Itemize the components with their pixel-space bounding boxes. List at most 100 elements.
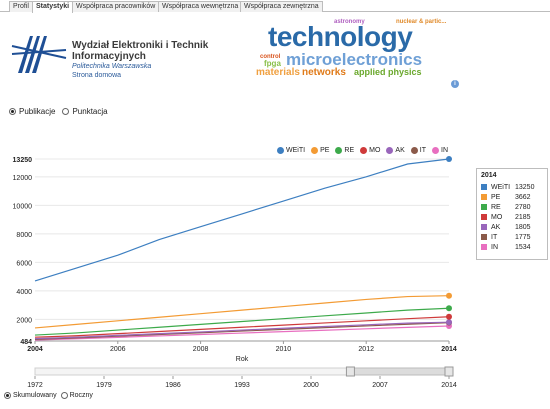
legend-series-value: 3662 xyxy=(515,193,531,201)
timeline-tick-label: 2000 xyxy=(303,382,319,389)
legend-row-re: RE 2780 xyxy=(481,202,543,212)
legend-item-ak[interactable]: AK xyxy=(386,147,405,154)
legend-series-value: 1534 xyxy=(515,243,531,251)
legend-marker xyxy=(360,147,368,154)
legend-swatch xyxy=(481,204,487,210)
tab-wspolpraca-zewnetrzna[interactable]: Współpraca zewnętrzna xyxy=(240,1,323,12)
y-tick-label: 12000 xyxy=(13,175,33,182)
series-line-pe xyxy=(34,295,450,329)
x-tick-label: 2004 xyxy=(27,346,43,353)
tag-astronomy[interactable]: astronomy xyxy=(334,19,365,25)
y-tick-label: 2000 xyxy=(16,317,32,324)
legend-swatch xyxy=(481,244,487,250)
university-name: Politechnika Warszawska xyxy=(72,63,152,70)
series-line-ak xyxy=(34,321,450,340)
legend-label: WEiTI xyxy=(286,147,306,154)
radio-punktacja[interactable] xyxy=(62,108,70,115)
legend-row-mo: MO 2185 xyxy=(481,212,543,222)
legend-item-pe[interactable]: PE xyxy=(311,147,329,154)
chart-legend-top: WEiTI PE RE MO AK IT IN xyxy=(277,147,448,154)
tag-nuclear[interactable]: nuclear & partic... xyxy=(396,19,447,25)
y-tick-label: 8000 xyxy=(16,232,32,239)
legend-label: PE xyxy=(320,147,330,154)
timeline-tick-label: 1972 xyxy=(27,382,43,389)
legend-marker xyxy=(311,147,319,154)
x-tick-label: 2010 xyxy=(276,346,292,353)
tag-materials[interactable]: materials xyxy=(256,67,300,78)
legend-marker xyxy=(410,147,418,154)
tag-technology[interactable]: technology xyxy=(268,21,413,52)
legend-series-name: WEiTI xyxy=(491,183,511,191)
timeline-tick-label: 1979 xyxy=(96,382,112,389)
legend-series-name: RE xyxy=(491,203,501,211)
y-tick-label: 484 xyxy=(20,339,32,346)
legend-item-mo[interactable]: MO xyxy=(360,147,380,154)
line-chart: 484 2000 4000 6000 8000 10000 12000 13250 2004 20… xyxy=(13,156,457,389)
legend-title: 2014 xyxy=(481,172,497,179)
tag-microelectronics[interactable]: microelectronics xyxy=(286,50,423,69)
info-icon[interactable]: i xyxy=(451,80,459,88)
legend-item-in[interactable]: IN xyxy=(432,147,448,154)
radio-publikacje[interactable] xyxy=(9,108,16,115)
series-point-re xyxy=(446,305,452,312)
tag-applied-physics[interactable]: applied physics xyxy=(354,67,422,77)
legend-row-it: IT 1775 xyxy=(481,232,543,242)
legend-item-weiti[interactable]: WEiTI xyxy=(277,147,305,154)
faculty-name: Wydział Elektroniki i Technik Informacyj… xyxy=(72,40,209,62)
legend-label: RE xyxy=(344,147,355,154)
tag-control[interactable]: control xyxy=(260,54,281,60)
timeline-tick-label: 2007 xyxy=(372,382,388,389)
tab-profil[interactable]: Profil xyxy=(9,1,33,12)
home-link[interactable]: Strona domowa xyxy=(72,72,122,79)
x-tick-label: 2008 xyxy=(193,346,209,353)
legend-swatch xyxy=(481,234,487,240)
y-tick-label: 6000 xyxy=(16,260,32,267)
legend-item-re[interactable]: RE xyxy=(335,147,354,154)
aggregation-radio-group: Skumulowany Roczny xyxy=(4,392,93,399)
legend-series-name: IT xyxy=(491,233,498,241)
legend-series-value: 13250 xyxy=(515,183,535,191)
tab-wspolpraca-wewnetrzna[interactable]: Współpraca wewnętrzna xyxy=(158,1,243,12)
tag-networks[interactable]: networks xyxy=(302,67,346,78)
legend-series-value: 2780 xyxy=(515,203,531,211)
legend-swatch xyxy=(481,224,487,230)
legend-series-value: 1775 xyxy=(515,233,531,241)
x-axis-label: Rok xyxy=(236,356,249,363)
tab-bar: Profil Statystyki Współpraca pracowników… xyxy=(0,0,550,13)
series-point-pe xyxy=(446,292,452,299)
tab-statystyki[interactable]: Statystyki xyxy=(32,1,74,13)
legend-series-name: IN xyxy=(491,243,498,251)
tag-cloud: astronomy nuclear & partic... technology… xyxy=(250,15,450,83)
legend-marker xyxy=(277,147,284,154)
radio-punktacja-label: Punktacja xyxy=(72,107,108,116)
legend-label: MO xyxy=(369,147,381,154)
legend-swatch xyxy=(481,194,487,200)
legend-marker xyxy=(432,147,439,154)
legend-series-value: 2185 xyxy=(515,213,531,221)
radio-roczny-label: Roczny xyxy=(69,392,93,399)
y-tick-label: 13250 xyxy=(13,157,33,164)
series-point-weiti xyxy=(446,156,452,162)
chart-legend-box: 2014 WEiTI 13250 PE 3662 RE 2780 MO 2185 AK 1805 I… xyxy=(476,168,548,260)
tab-wspolpraca-pracownikow[interactable]: Współpraca pracowników xyxy=(72,1,160,12)
timeline-handle-left[interactable] xyxy=(345,366,355,377)
legend-item-it[interactable]: IT xyxy=(410,147,426,154)
legend-marker xyxy=(335,147,343,154)
timeline-handle-right[interactable] xyxy=(444,366,454,377)
series-point-ak xyxy=(446,319,452,326)
legend-label: IN xyxy=(441,147,448,154)
legend-swatch xyxy=(481,184,487,190)
radio-roczny[interactable] xyxy=(60,392,68,399)
series-line-mo xyxy=(34,316,450,338)
timeline-selection xyxy=(349,367,450,376)
radio-publikacje-label: Publikacje xyxy=(19,107,56,116)
legend-label: IT xyxy=(419,147,426,154)
tag-fpga[interactable]: fpga xyxy=(264,59,281,68)
series-line-in xyxy=(34,325,450,341)
mode-radio-group: Publikacje Punktacja xyxy=(9,107,108,116)
timeline-tick-label: 1993 xyxy=(234,382,250,389)
timeline-tick-label: 1986 xyxy=(165,382,181,389)
timeline-tick-label: 2014 xyxy=(441,382,457,389)
legend-series-name: PE xyxy=(491,193,501,201)
radio-skumulowany[interactable] xyxy=(4,392,11,399)
